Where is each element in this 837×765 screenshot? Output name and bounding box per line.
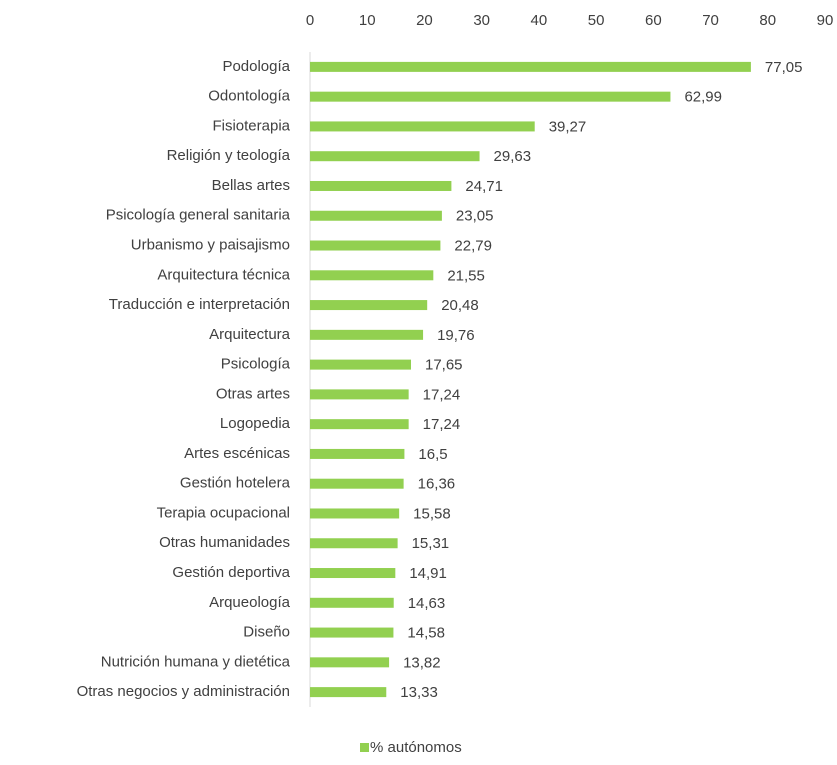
y-tick-label: Psicología: [221, 356, 291, 373]
bar: [310, 300, 428, 311]
bar: [310, 270, 434, 281]
bar: [310, 210, 442, 221]
data-label: 39,27: [549, 118, 587, 135]
y-tick-label: Gestión hotelera: [180, 475, 291, 492]
data-label: 15,58: [413, 505, 451, 522]
bar: [310, 151, 480, 162]
data-label: 22,79: [454, 237, 492, 254]
y-tick-label: Traducción e interpretación: [109, 296, 290, 313]
data-label: 20,48: [441, 297, 479, 314]
x-tick-label: 80: [759, 12, 776, 29]
data-label: 29,63: [494, 148, 532, 165]
bar: [310, 419, 409, 430]
bar: [310, 687, 387, 698]
data-label: 19,76: [437, 327, 475, 344]
bar: [310, 180, 452, 191]
data-label: 14,63: [408, 595, 446, 612]
bar: [310, 478, 404, 489]
y-tick-label: Terapia ocupacional: [157, 504, 290, 521]
y-tick-label: Nutrición humana y dietética: [101, 653, 291, 670]
data-label: 16,5: [418, 446, 447, 463]
y-tick-label: Bellas artes: [212, 177, 290, 194]
y-tick-label: Otras negocios y administración: [77, 683, 290, 700]
y-tick-label: Psicología general sanitaria: [106, 207, 291, 224]
data-label: 15,31: [412, 535, 450, 552]
data-label: 17,65: [425, 357, 463, 374]
data-label: 16,36: [418, 476, 456, 493]
data-label: 17,24: [423, 386, 461, 403]
y-tick-label: Odontología: [208, 88, 290, 105]
bar: [310, 597, 394, 608]
data-label: 23,05: [456, 208, 494, 225]
data-label: 77,05: [765, 59, 803, 76]
bar: [310, 508, 400, 519]
data-label: 17,24: [423, 416, 461, 433]
y-tick-label: Arquitectura: [209, 326, 291, 343]
y-tick-label: Artes escénicas: [184, 445, 290, 462]
x-tick-label: 10: [359, 12, 376, 29]
x-tick-label: 0: [306, 12, 314, 29]
data-label: 13,33: [400, 684, 438, 701]
data-label: 62,99: [684, 89, 722, 106]
y-tick-label: Logopedia: [220, 415, 291, 432]
y-tick-label: Otras humanidades: [159, 534, 290, 551]
bar: [310, 657, 390, 668]
bar: [310, 91, 671, 102]
x-tick-label: 90: [817, 12, 834, 29]
bar: [310, 61, 751, 72]
bar: [310, 568, 396, 579]
x-tick-label: 50: [588, 12, 605, 29]
y-tick-label: Urbanismo y paisajismo: [131, 236, 290, 253]
x-tick-label: 20: [416, 12, 433, 29]
x-tick-label: 30: [473, 12, 490, 29]
bar: [310, 627, 394, 638]
bar: [310, 329, 424, 340]
data-label: 14,58: [407, 625, 445, 642]
y-tick-label: Otras artes: [216, 385, 290, 402]
y-tick-label: Arquitectura técnica: [157, 266, 290, 283]
y-tick-label: Gestión deportiva: [172, 564, 290, 581]
bar: [310, 359, 411, 370]
bar: [310, 448, 405, 459]
legend-swatch: [360, 743, 369, 752]
data-label: 13,82: [403, 654, 441, 671]
y-tick-label: Religión y teología: [167, 147, 291, 164]
bar: [310, 240, 441, 251]
y-tick-label: Podología: [222, 58, 290, 75]
bar: [310, 121, 535, 132]
bar: [310, 538, 398, 549]
y-tick-label: Arqueología: [209, 594, 291, 611]
data-label: 24,71: [465, 178, 503, 195]
x-tick-label: 60: [645, 12, 662, 29]
x-tick-label: 40: [531, 12, 548, 29]
data-label: 21,55: [447, 267, 485, 284]
x-tick-label: 70: [702, 12, 719, 29]
data-label: 14,91: [409, 565, 447, 582]
y-tick-label: Diseño: [243, 624, 290, 641]
legend-label: % autónomos: [370, 739, 462, 756]
bar: [310, 389, 409, 400]
y-tick-label: Fisioterapia: [212, 117, 290, 134]
